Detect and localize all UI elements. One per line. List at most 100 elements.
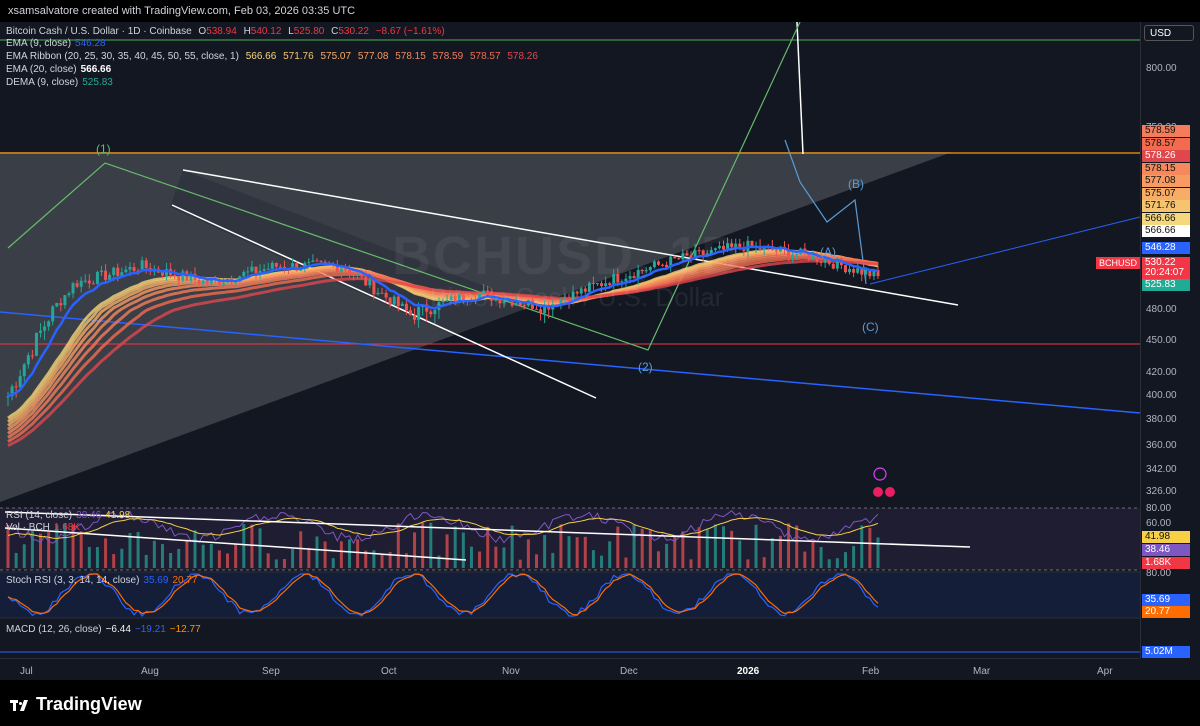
candle: [108, 274, 112, 280]
volume-bar: [738, 540, 742, 568]
candle: [506, 299, 510, 302]
time-axis[interactable]: [0, 658, 1140, 681]
legend-macd[interactable]: MACD (12, 26, close) −6.44 −19.21 −12.77: [6, 624, 201, 635]
volume-bar: [404, 553, 408, 568]
top-credit-bar: xsamsalvatore created with TradingView.c…: [0, 0, 1200, 22]
volume-bar: [112, 554, 116, 568]
volume-bar: [144, 554, 148, 568]
stoch-level-80: 80.00: [1146, 568, 1172, 579]
price-tag: 575.07: [1142, 188, 1190, 200]
volume-bar: [827, 559, 831, 568]
volume-bar: [697, 527, 701, 568]
volume-bar: [868, 527, 872, 568]
volume-bar: [315, 536, 319, 568]
candle: [120, 272, 124, 277]
legend-volume[interactable]: Vol · BCH 1.68K: [6, 522, 81, 533]
candle: [486, 290, 490, 292]
candle: [774, 250, 778, 252]
volume-bar: [746, 559, 750, 568]
candle: [104, 270, 108, 280]
candle: [51, 306, 55, 322]
time-tick: 2026: [737, 666, 760, 677]
price-tick: 360.00: [1146, 440, 1177, 451]
volume-bar: [364, 550, 368, 568]
candle: [665, 264, 669, 268]
candle: [368, 279, 372, 286]
candle: [648, 267, 652, 271]
volume-bar: [705, 528, 709, 568]
candle: [246, 271, 250, 273]
legend-rsi[interactable]: RSI (14, close) 38.46 41.98: [6, 510, 131, 521]
volume-bar: [291, 548, 295, 568]
candle: [26, 355, 30, 365]
candle: [441, 300, 445, 302]
candle: [791, 254, 795, 259]
price-tag: 566.66: [1142, 225, 1190, 237]
ribbon-line: [7, 251, 879, 431]
time-tick: Oct: [381, 666, 397, 677]
candle: [140, 260, 144, 272]
ribbon-line: [7, 252, 879, 435]
candle: [242, 272, 246, 277]
candle: [661, 264, 665, 266]
flag-icon-us-1: [873, 487, 883, 497]
price-tick: 326.00: [1146, 486, 1177, 497]
volume-bar: [559, 524, 563, 568]
candle: [43, 326, 47, 331]
volume-bar: [120, 548, 124, 568]
candle: [624, 278, 628, 282]
legend-ema9[interactable]: EMA (9, close) 546.28: [6, 38, 106, 49]
volume-bar: [380, 554, 384, 568]
volume-bar: [518, 559, 522, 568]
time-tick: Nov: [502, 666, 520, 677]
volume-bar: [177, 548, 181, 568]
volume-bar: [104, 538, 108, 568]
candle: [372, 279, 376, 295]
legend-dema[interactable]: DEMA (9, close) 525.83: [6, 77, 113, 88]
tradingview-logo: TradingView: [10, 694, 142, 715]
candle: [400, 303, 404, 306]
candle: [644, 270, 648, 272]
rsi-white-line-1: [4, 511, 971, 548]
volume-bar: [226, 553, 230, 568]
price-tick: 800.00: [1146, 63, 1177, 74]
candle: [604, 283, 608, 287]
candle: [30, 355, 34, 357]
candle: [856, 268, 860, 273]
volume-bar: [624, 557, 628, 568]
volume-bar: [323, 541, 327, 568]
legend-ema20[interactable]: EMA (20, close) 566.66: [6, 64, 112, 75]
price-tick: 480.00: [1146, 304, 1177, 315]
candle: [388, 297, 392, 305]
volume-bar: [160, 544, 164, 568]
blue-trendline: [0, 311, 1140, 414]
candle: [335, 265, 339, 272]
legend-ribbon[interactable]: EMA Ribbon (20, 25, 30, 35, 40, 45, 50, …: [6, 51, 538, 62]
candle: [831, 263, 835, 269]
price-tick: 400.00: [1146, 390, 1177, 401]
candle: [160, 272, 164, 276]
volume-bar: [87, 546, 91, 568]
candle: [673, 256, 677, 259]
volume-bar: [396, 523, 400, 568]
price-tag: 578.26: [1142, 150, 1190, 162]
candle: [750, 240, 754, 247]
volume-bar: [843, 552, 847, 568]
volume-bar: [535, 554, 539, 568]
legend-stoch[interactable]: Stoch RSI (3, 3, 14, 14, close) 35.69 20.7…: [6, 575, 198, 586]
candle: [864, 269, 868, 275]
candle: [205, 280, 209, 284]
price-tag: 525.83: [1142, 279, 1190, 291]
time-tick: Mar: [973, 666, 991, 677]
candle: [591, 282, 595, 284]
indicator-tag: 20.77: [1142, 606, 1190, 618]
volume-bar: [339, 541, 343, 568]
candle: [18, 376, 22, 388]
candle: [579, 288, 583, 294]
volume-bar: [136, 532, 140, 568]
candle: [636, 270, 640, 279]
candle: [59, 303, 63, 306]
price-chart[interactable]: [0, 22, 1140, 658]
currency-selector[interactable]: USD: [1144, 25, 1194, 41]
candle: [608, 283, 612, 286]
